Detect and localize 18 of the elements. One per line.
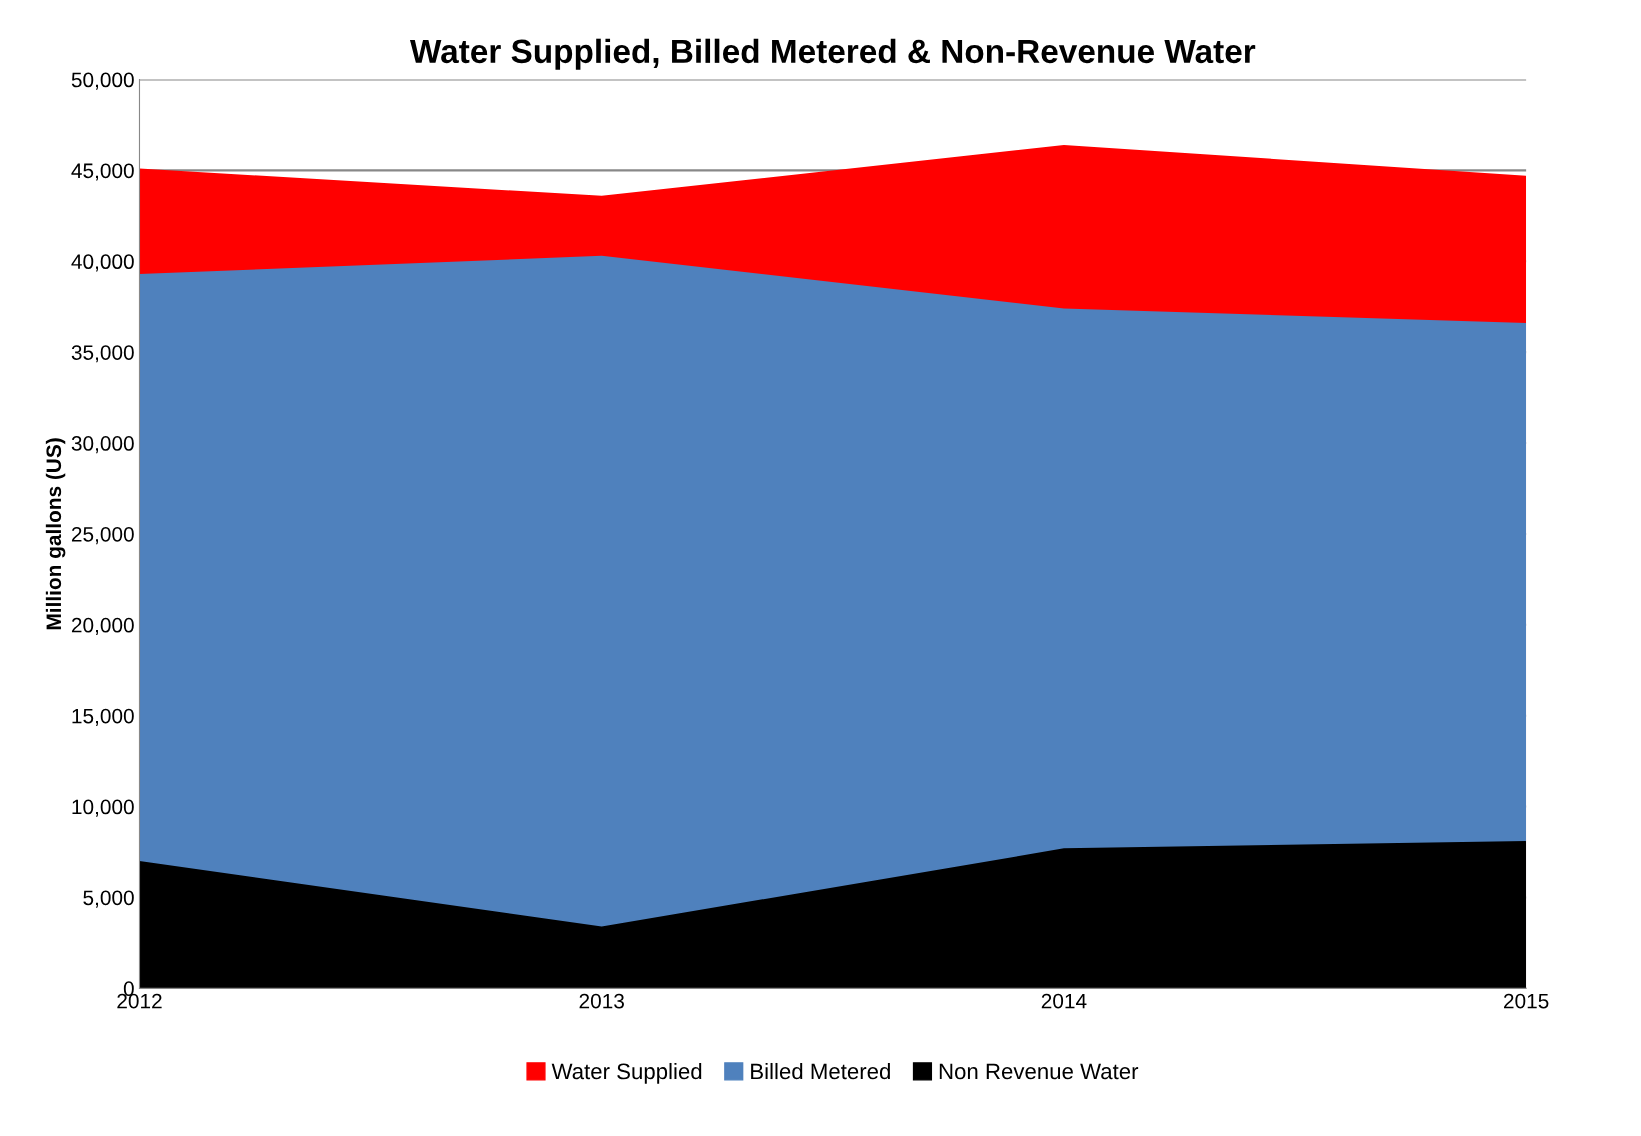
legend-label: Non Revenue Water	[939, 1063, 1139, 1080]
y-tick-label: 35,000	[71, 345, 134, 363]
y-tick-label: 15,000	[72, 708, 134, 726]
y-tick-label: 30,000	[71, 436, 134, 454]
y-tick-label: 45,000	[71, 163, 134, 181]
legend-label: Water Supplied	[551, 1062, 702, 1084]
y-tick-label: 25,000	[71, 526, 134, 545]
y-tick-label: 20,000	[71, 617, 134, 636]
y-tick-label: 5,000	[83, 890, 134, 908]
y-tick-label: 10,000	[72, 799, 134, 817]
x-tick-label: 2015	[1504, 993, 1549, 1009]
legend-label: Billed Metered	[751, 1062, 890, 1080]
x-tick-label: 2014	[1041, 993, 1087, 1009]
x-tick-label: 2013	[579, 993, 624, 1009]
y-tick-label: 50,000	[71, 72, 134, 90]
y-axis-title: Million gallons (US)	[45, 438, 66, 630]
y-tick-label: 40,000	[71, 254, 134, 272]
chart-title: Water Supplied, Billed Metered & Non-Revenue Water	[409, 38, 1256, 70]
